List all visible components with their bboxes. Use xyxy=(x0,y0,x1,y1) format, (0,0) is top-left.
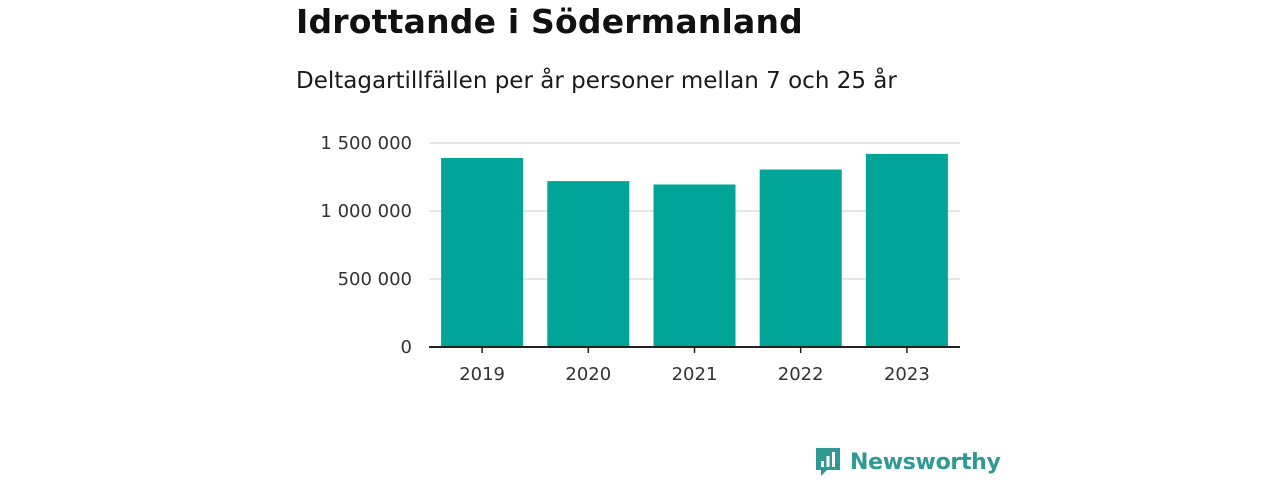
y-tick-label: 0 xyxy=(401,337,412,358)
bar-2023 xyxy=(865,153,948,347)
newsworthy-logo-icon xyxy=(816,448,840,476)
x-tick-label: 2019 xyxy=(459,364,505,385)
bar-2019 xyxy=(441,157,524,347)
x-tick-label: 2023 xyxy=(884,364,930,385)
bars xyxy=(441,153,948,347)
bar-2020 xyxy=(547,181,630,347)
x-tick-label: 2022 xyxy=(778,364,824,385)
y-tick-label: 1 000 000 xyxy=(320,201,412,222)
newsworthy-brand[interactable]: Newsworthy xyxy=(814,446,1001,478)
y-tick-label: 500 000 xyxy=(338,269,412,290)
axes xyxy=(429,346,960,353)
brand-name: Newsworthy xyxy=(850,449,1001,475)
chart-subtitle: Deltagartillfällen per år personer mella… xyxy=(296,68,897,94)
bar-2022 xyxy=(759,169,842,347)
x-tick-label: 2021 xyxy=(672,364,718,385)
chart-title: Idrottande i Södermanland xyxy=(296,2,804,41)
y-tick-label: 1 500 000 xyxy=(320,133,412,154)
x-tick-label: 2020 xyxy=(565,364,611,385)
bar-2021 xyxy=(653,184,736,347)
tick-labels: 0 500 000 1 000 000 1 500 000 2019 2020 2021 20… xyxy=(320,133,929,385)
